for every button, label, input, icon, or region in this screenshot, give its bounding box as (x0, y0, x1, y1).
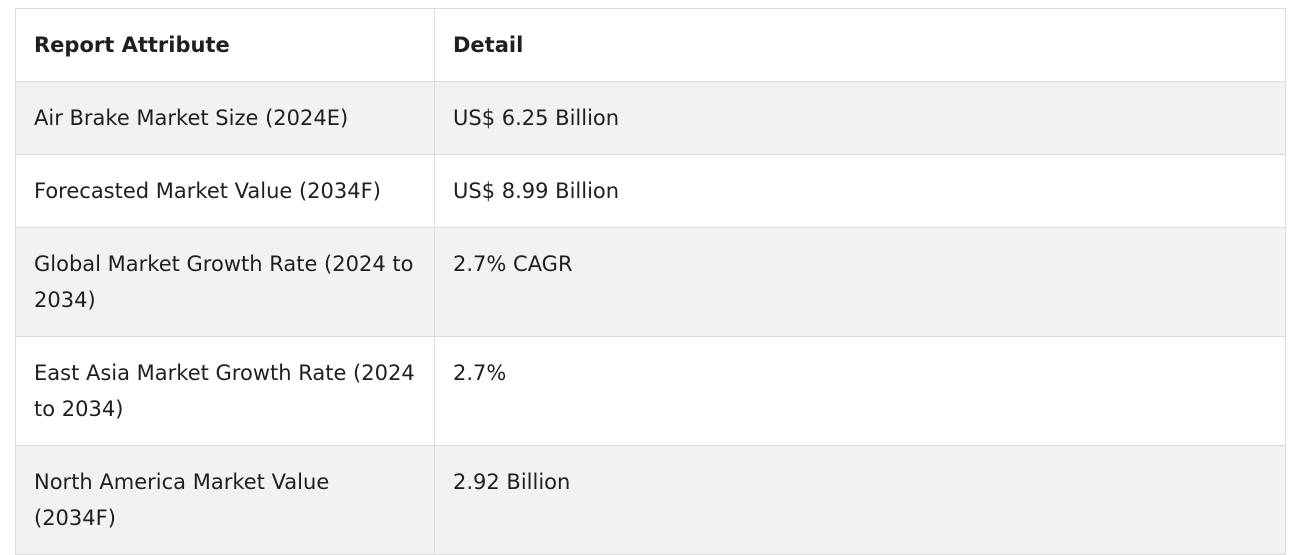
report-attributes-table: Report Attribute Detail Air Brake Market… (15, 8, 1286, 555)
table-row: Global Market Growth Rate (2024 to 2034)… (15, 227, 1286, 337)
cell-attribute: Forecasted Market Value (2034F) (15, 154, 435, 228)
cell-detail: US$ 6.25 Billion (434, 81, 1286, 155)
table-row: Forecasted Market Value (2034F) US$ 8.99… (15, 154, 1286, 228)
table-row: Air Brake Market Size (2024E) US$ 6.25 B… (15, 81, 1286, 155)
cell-detail: 2.7% CAGR (434, 227, 1286, 337)
cell-attribute: East Asia Market Growth Rate (2024 to 20… (15, 336, 435, 446)
cell-attribute: Air Brake Market Size (2024E) (15, 81, 435, 155)
table-header: Report Attribute Detail (15, 8, 1286, 82)
cell-detail: US$ 8.99 Billion (434, 154, 1286, 228)
table-row: North America Market Value (2034F) 2.92 … (15, 445, 1286, 555)
cell-attribute: Global Market Growth Rate (2024 to 2034) (15, 227, 435, 337)
table-body: Air Brake Market Size (2024E) US$ 6.25 B… (15, 81, 1286, 555)
header-report-attribute: Report Attribute (15, 8, 435, 82)
table-row: East Asia Market Growth Rate (2024 to 20… (15, 336, 1286, 446)
header-detail: Detail (434, 8, 1286, 82)
cell-detail: 2.92 Billion (434, 445, 1286, 555)
header-row: Report Attribute Detail (15, 8, 1286, 82)
cell-attribute: North America Market Value (2034F) (15, 445, 435, 555)
cell-detail: 2.7% (434, 336, 1286, 446)
